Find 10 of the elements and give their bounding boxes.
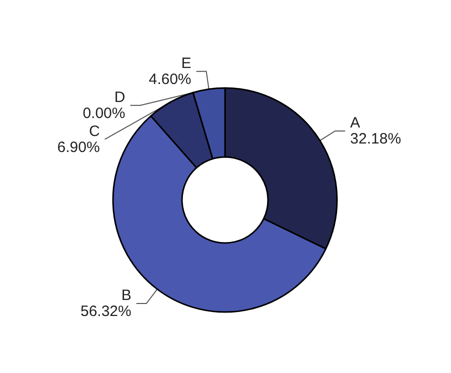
slice-label: C	[88, 122, 100, 140]
slice-label: A	[350, 114, 360, 132]
slice-label: B	[121, 287, 132, 304]
data-label: 6.90%	[57, 138, 100, 156]
data-label: 32.18%	[350, 130, 402, 148]
data-label: 4.60%	[148, 70, 192, 88]
slice-label: E	[181, 54, 192, 72]
data-label: 56.32%	[80, 303, 132, 320]
legend-label: D	[114, 88, 126, 106]
text: 0.00%	[82, 104, 126, 122]
